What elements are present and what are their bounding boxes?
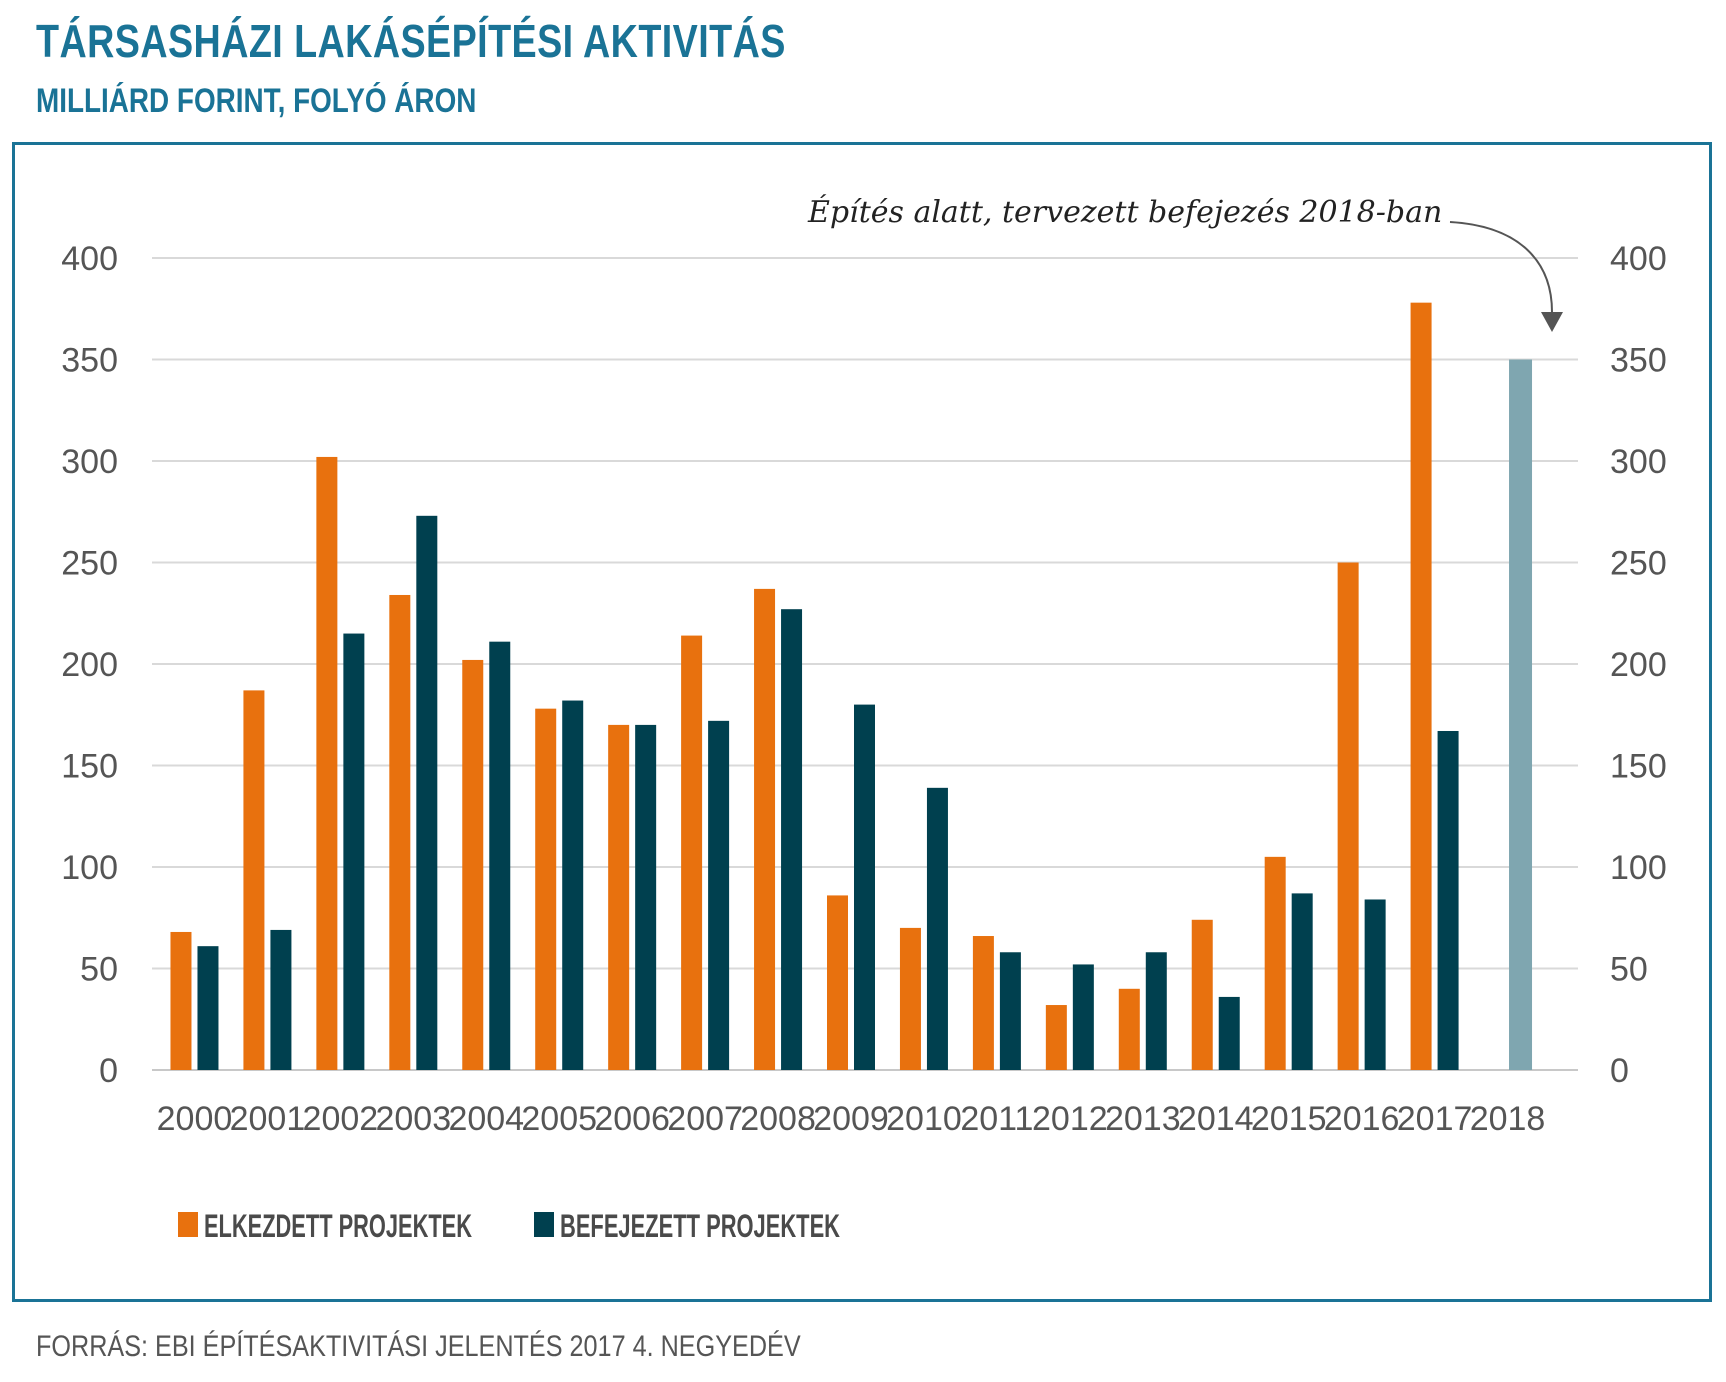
bar-completed-2012 — [1072, 964, 1094, 1070]
x-tick-label: 2000 — [157, 1100, 233, 1138]
bar-completed-2015 — [1291, 893, 1313, 1070]
legend-label-started: ELKEZDETT PROJEKTEK — [204, 1208, 472, 1244]
y-tick-label-right: 0 — [1610, 1052, 1629, 1090]
x-tick-label: 2005 — [521, 1100, 597, 1138]
bar-completed-2000 — [197, 946, 219, 1070]
y-tick-label-right: 50 — [1610, 951, 1648, 989]
bar-started-2009 — [827, 895, 848, 1070]
y-tick-label-left: 300 — [61, 443, 118, 481]
bar-planned-2018 — [1509, 359, 1533, 1070]
bar-completed-2009 — [854, 704, 875, 1070]
bars — [170, 302, 1533, 1070]
bar-started-2014 — [1191, 919, 1213, 1070]
bar-completed-2011 — [999, 952, 1021, 1070]
bar-started-2004 — [462, 659, 484, 1070]
bar-started-2015 — [1264, 856, 1286, 1070]
y-tick-label-right: 250 — [1610, 545, 1667, 583]
y-tick-label-right: 400 — [1610, 240, 1667, 278]
y-axis-left: 0 50 100 150 200 250 300 350 400 — [61, 240, 118, 1090]
x-tick-label: 2002 — [303, 1100, 379, 1138]
annotation-arrowhead — [1541, 312, 1563, 332]
y-axis-right: 0 50 100 150 200 250 300 350 400 — [1610, 240, 1667, 1090]
x-axis-labels: 2000200120022003200420052006200720082009… — [157, 1100, 1546, 1138]
chart-title: TÁRSASHÁZI LAKÁSÉPÍTÉSI AKTIVITÁS — [36, 15, 786, 67]
bar-completed-2001 — [270, 929, 292, 1070]
bar-completed-2014 — [1218, 996, 1240, 1070]
bar-started-2000 — [170, 931, 192, 1070]
x-tick-label: 2014 — [1178, 1100, 1254, 1138]
legend: ELKEZDETT PROJEKTEK BEFEJEZETT PROJEKTEK — [178, 1208, 840, 1244]
y-tick-label-left: 400 — [61, 240, 118, 278]
bar-completed-2017 — [1437, 730, 1459, 1070]
y-tick-label-left: 50 — [80, 951, 118, 989]
bar-started-2006 — [608, 724, 630, 1070]
bar-started-2016 — [1337, 562, 1359, 1070]
bar-completed-2004 — [489, 641, 511, 1070]
x-tick-label: 2004 — [448, 1100, 524, 1138]
legend-swatch-started — [178, 1212, 198, 1237]
annotation: Építés alatt, tervezett befejezés 2018-b… — [807, 194, 1563, 332]
y-tick-label-left: 100 — [61, 849, 118, 887]
bar-started-2011 — [972, 936, 994, 1070]
bar-started-2017 — [1410, 302, 1432, 1070]
x-tick-label: 2013 — [1105, 1100, 1181, 1138]
chart-frame — [12, 142, 1712, 1302]
source-note: FORRÁS: EBI ÉPÍTÉSAKTIVITÁSI JELENTÉS 20… — [36, 1330, 801, 1363]
x-tick-label: 2008 — [740, 1100, 816, 1138]
bar-started-2010 — [899, 927, 921, 1070]
bar-completed-2005 — [562, 700, 584, 1070]
annotation-arrow — [1449, 221, 1553, 313]
y-tick-label-right: 100 — [1610, 849, 1667, 887]
y-tick-label-left: 350 — [61, 342, 118, 380]
bar-completed-2007 — [708, 720, 730, 1070]
bar-started-2012 — [1045, 1005, 1067, 1070]
legend-label-completed: BEFEJEZETT PROJEKTEK — [560, 1208, 840, 1244]
y-tick-label-right: 350 — [1610, 342, 1667, 380]
bar-completed-2010 — [926, 787, 948, 1070]
x-tick-label: 2010 — [886, 1100, 962, 1138]
y-tick-label-right: 300 — [1610, 443, 1667, 481]
bar-completed-2016 — [1364, 899, 1386, 1070]
bar-started-2002 — [316, 456, 338, 1070]
bar-started-2008 — [754, 588, 776, 1070]
y-tick-label-right: 200 — [1610, 646, 1667, 684]
bar-completed-2008 — [781, 609, 803, 1070]
bar-started-2001 — [243, 690, 265, 1070]
y-tick-label-left: 150 — [61, 748, 118, 786]
annotation-text: Építés alatt, tervezett befejezés 2018-b… — [807, 194, 1442, 230]
y-tick-label-left: 0 — [99, 1052, 118, 1090]
x-tick-label: 2006 — [594, 1100, 670, 1138]
bar-completed-2002 — [343, 633, 365, 1070]
x-tick-label: 2016 — [1324, 1100, 1400, 1138]
bar-started-2005 — [535, 708, 557, 1070]
x-tick-label: 2001 — [230, 1100, 306, 1138]
bar-started-2003 — [389, 594, 411, 1070]
x-tick-label: 2003 — [375, 1100, 451, 1138]
bar-completed-2003 — [416, 515, 438, 1070]
x-tick-label: 2018 — [1470, 1100, 1546, 1138]
x-tick-label: 2015 — [1251, 1100, 1327, 1138]
x-tick-label: 2012 — [1032, 1100, 1108, 1138]
x-tick-label: 2011 — [960, 1100, 1033, 1138]
chart-subtitle: MILLIÁRD FORINT, FOLYÓ ÁRON — [36, 82, 477, 120]
x-tick-label: 2007 — [667, 1100, 743, 1138]
bar-completed-2013 — [1145, 952, 1167, 1070]
bar-started-2013 — [1118, 988, 1140, 1070]
y-tick-label-left: 250 — [61, 545, 118, 583]
x-tick-label: 2009 — [813, 1100, 889, 1138]
x-tick-label: 2017 — [1397, 1100, 1473, 1138]
bar-completed-2006 — [635, 724, 657, 1070]
bar-started-2007 — [681, 635, 703, 1070]
y-tick-label-right: 150 — [1610, 748, 1667, 786]
legend-swatch-completed — [534, 1212, 554, 1237]
y-tick-label-left: 200 — [61, 646, 118, 684]
